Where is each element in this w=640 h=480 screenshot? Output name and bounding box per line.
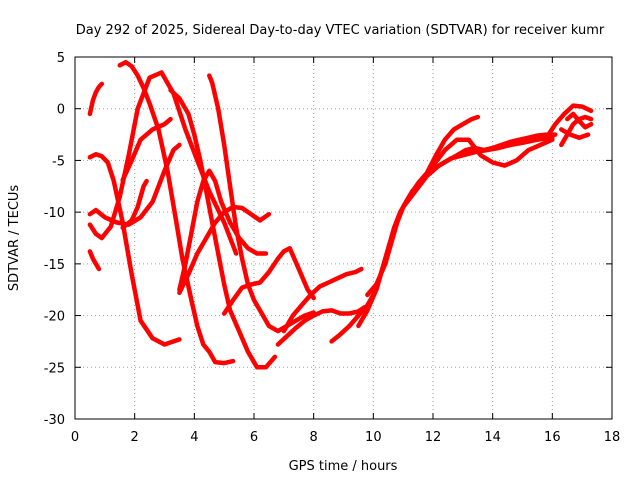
x-tick-label: 8	[310, 430, 318, 445]
trace-12	[177, 204, 272, 296]
x-tick-label: 10	[365, 430, 382, 445]
trace-2	[87, 249, 102, 272]
x-tick-label: 16	[544, 430, 561, 445]
x-tick-label: 0	[71, 430, 79, 445]
y-tick-label: -20	[44, 310, 65, 325]
trace-22	[559, 127, 591, 140]
trace-23	[565, 111, 594, 130]
x-axis-label: GPS time / hours	[289, 459, 398, 474]
trace-1	[87, 81, 105, 117]
x-tick-label: 18	[604, 430, 621, 445]
trace-7	[120, 116, 173, 183]
trace-10	[207, 73, 316, 334]
trace-21	[559, 114, 594, 148]
data-traces	[87, 59, 594, 370]
x-tick-label: 6	[250, 430, 258, 445]
x-tick-label: 14	[484, 430, 501, 445]
y-tick-label: -30	[44, 413, 65, 428]
y-tick-label: -25	[44, 361, 65, 376]
trace-20	[544, 103, 594, 140]
trace-11	[177, 168, 269, 292]
axis-ticks: 0 2 4 6 8 10 12 14 16 18 -30 -25 -20 -15 -10 -5 0 5	[44, 51, 621, 445]
y-tick-label: -15	[44, 258, 65, 273]
trace-13	[221, 246, 316, 316]
y-tick-label: 0	[57, 103, 65, 118]
trace-4	[87, 142, 182, 227]
grid	[75, 57, 612, 419]
y-tick-label: 5	[57, 51, 65, 66]
x-tick-label: 2	[131, 430, 139, 445]
trace-14	[275, 305, 367, 347]
x-tick-label: 4	[190, 430, 198, 445]
plot-frame	[74, 56, 613, 420]
y-tick-label: -10	[44, 206, 65, 221]
y-tick-label: -5	[52, 154, 65, 169]
trace-17	[356, 114, 481, 329]
trace-6	[117, 59, 236, 366]
trace-19	[430, 137, 555, 168]
y-axis-label: SDTVAR / TECUs	[7, 185, 22, 292]
chart-title: Day 292 of 2025, Sidereal Day-to-day VTE…	[76, 23, 605, 38]
trace-18	[365, 132, 558, 298]
trace-5	[87, 151, 182, 347]
trace-15	[281, 266, 364, 334]
trace-8	[120, 178, 149, 230]
x-tick-label: 12	[425, 430, 442, 445]
trace-9	[168, 87, 278, 370]
